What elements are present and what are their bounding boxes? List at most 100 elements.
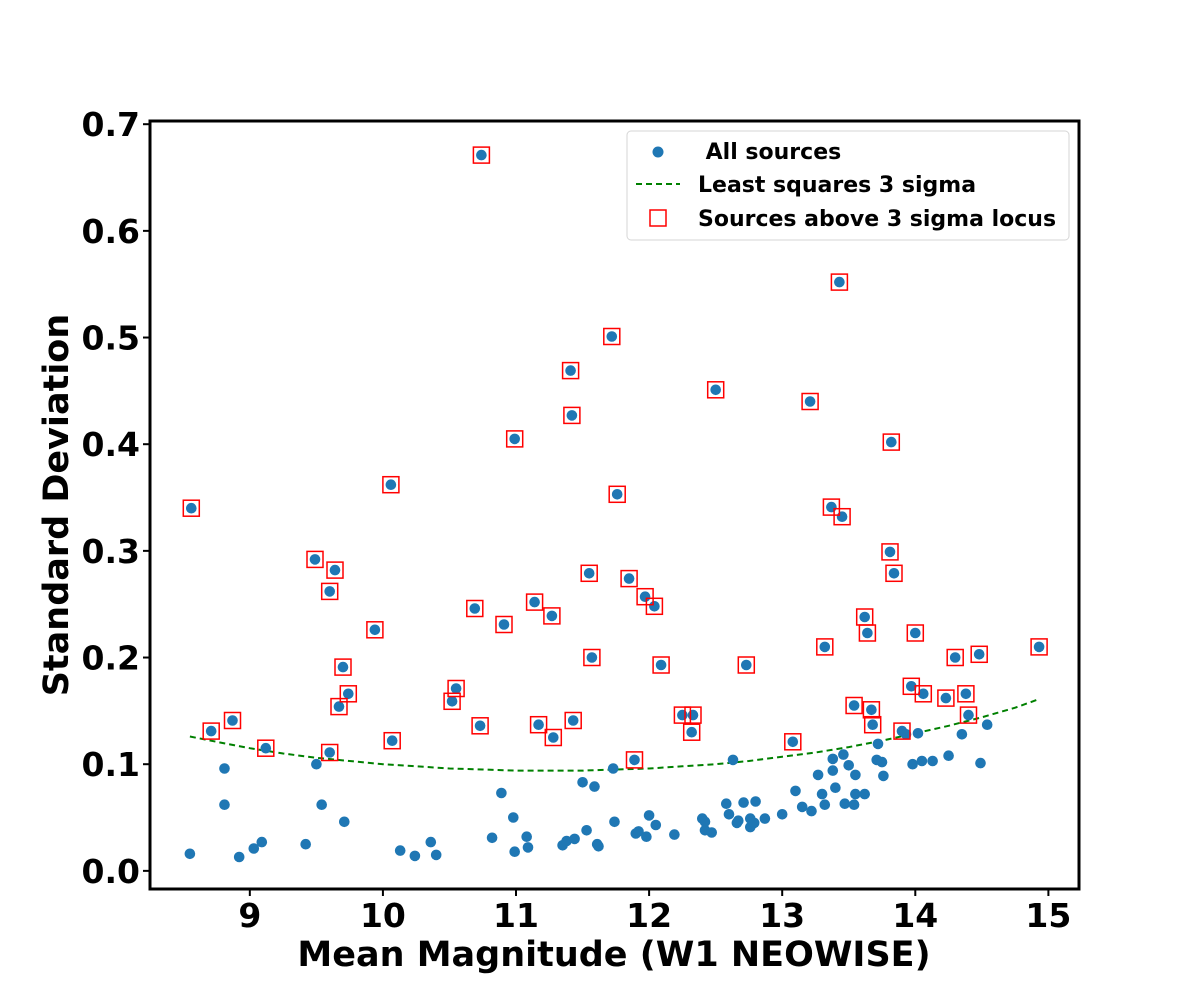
outlier-box — [863, 715, 882, 734]
outlier-box — [257, 739, 275, 757]
data-point — [956, 729, 968, 740]
data-point — [205, 725, 217, 737]
data-point — [629, 754, 640, 766]
outlier-box — [830, 273, 849, 291]
data-point — [583, 568, 595, 579]
x-axis-label: Mean Magnitude (W1 NEOWISE) — [297, 935, 930, 975]
outlier-box — [505, 430, 524, 448]
data-point — [721, 798, 732, 809]
outlier-box — [822, 498, 841, 516]
data-point — [533, 719, 544, 730]
legend-point-marker — [652, 146, 664, 158]
outlier-box — [543, 607, 561, 625]
y-tick-label: 0.4 — [82, 425, 140, 464]
data-point — [876, 756, 888, 768]
data-point — [476, 149, 487, 161]
data-point — [650, 819, 662, 831]
data-point — [981, 719, 993, 730]
data-point — [300, 838, 312, 850]
data-point — [888, 568, 900, 579]
data-point — [963, 709, 974, 721]
outlier-box — [472, 146, 491, 164]
outlier-box — [223, 711, 242, 730]
data-point — [609, 816, 620, 828]
data-point — [796, 801, 808, 813]
outlier-box — [645, 597, 664, 616]
data-point — [566, 410, 578, 421]
outlier-box — [893, 722, 911, 740]
plot-frame — [148, 119, 1081, 891]
data-point — [848, 799, 860, 810]
data-point — [509, 433, 520, 445]
legend-box-marker — [649, 209, 667, 227]
data-point — [884, 546, 896, 558]
x-tick-label: 11 — [493, 896, 539, 935]
data-point — [910, 627, 921, 639]
data-point — [655, 659, 667, 671]
x-tick-label: 13 — [759, 896, 805, 935]
data-point — [233, 851, 245, 863]
data-point — [577, 777, 588, 788]
outlier-box — [946, 648, 964, 667]
outlier-box — [320, 582, 339, 601]
outlier-box — [620, 569, 638, 588]
data-point — [409, 850, 421, 862]
data-point — [859, 788, 870, 800]
x-tick-label: 14 — [892, 896, 938, 935]
data-point — [850, 769, 861, 781]
data-point — [907, 758, 918, 770]
data-point — [916, 755, 928, 767]
outlier-box — [182, 499, 201, 517]
data-point — [839, 798, 851, 809]
data-point — [316, 799, 328, 810]
data-point — [589, 781, 600, 792]
outlier-box — [366, 621, 384, 639]
legend-label-above-locus: Sources above 3 sigma locus — [698, 207, 1056, 232]
data-point — [339, 816, 350, 828]
outlier-box — [564, 711, 582, 730]
data-point — [529, 596, 540, 608]
data-point — [333, 701, 345, 712]
data-point — [738, 797, 749, 808]
data-point — [394, 845, 406, 856]
outlier-box — [466, 599, 484, 618]
outlier-box — [906, 624, 925, 642]
data-point — [912, 728, 924, 739]
data-point — [748, 817, 760, 829]
outlier-box — [339, 685, 358, 703]
y-tick-label: 0.0 — [82, 852, 140, 891]
data-point — [446, 696, 458, 707]
outlier-box — [580, 564, 598, 583]
data-point — [812, 769, 824, 781]
data-point — [940, 692, 952, 704]
data-point — [324, 747, 336, 758]
outlier-box — [673, 706, 692, 724]
outlier-box — [636, 587, 654, 606]
outlier-boxes-layer — [182, 146, 1048, 769]
data-point — [496, 787, 507, 799]
data-point — [859, 611, 870, 623]
outlier-box — [862, 701, 881, 719]
x-tick-label: 10 — [360, 896, 406, 935]
data-point — [723, 809, 735, 820]
y-axis-label: Standard Deviation — [37, 314, 77, 697]
outlier-box — [784, 733, 802, 751]
data-point — [611, 489, 623, 500]
data-point — [521, 831, 532, 842]
outlier-box — [383, 731, 401, 750]
data-point — [430, 849, 442, 861]
outlier-box — [334, 658, 352, 676]
data-point — [369, 624, 381, 636]
data-point — [878, 770, 889, 782]
data-point — [927, 755, 938, 767]
outlier-box — [1030, 638, 1048, 656]
outlier-box — [561, 361, 580, 380]
data-point — [311, 758, 322, 770]
y-axis: 0.0 0.1 0.2 0.3 0.4 0.5 0.6 0.7 — [82, 105, 150, 891]
data-point — [750, 796, 761, 807]
data-point — [943, 750, 954, 761]
legend-label-least-squares: Least squares 3 sigma — [698, 173, 976, 198]
data-point — [641, 831, 652, 842]
data-point — [337, 661, 349, 673]
y-tick-label: 0.1 — [82, 745, 140, 784]
